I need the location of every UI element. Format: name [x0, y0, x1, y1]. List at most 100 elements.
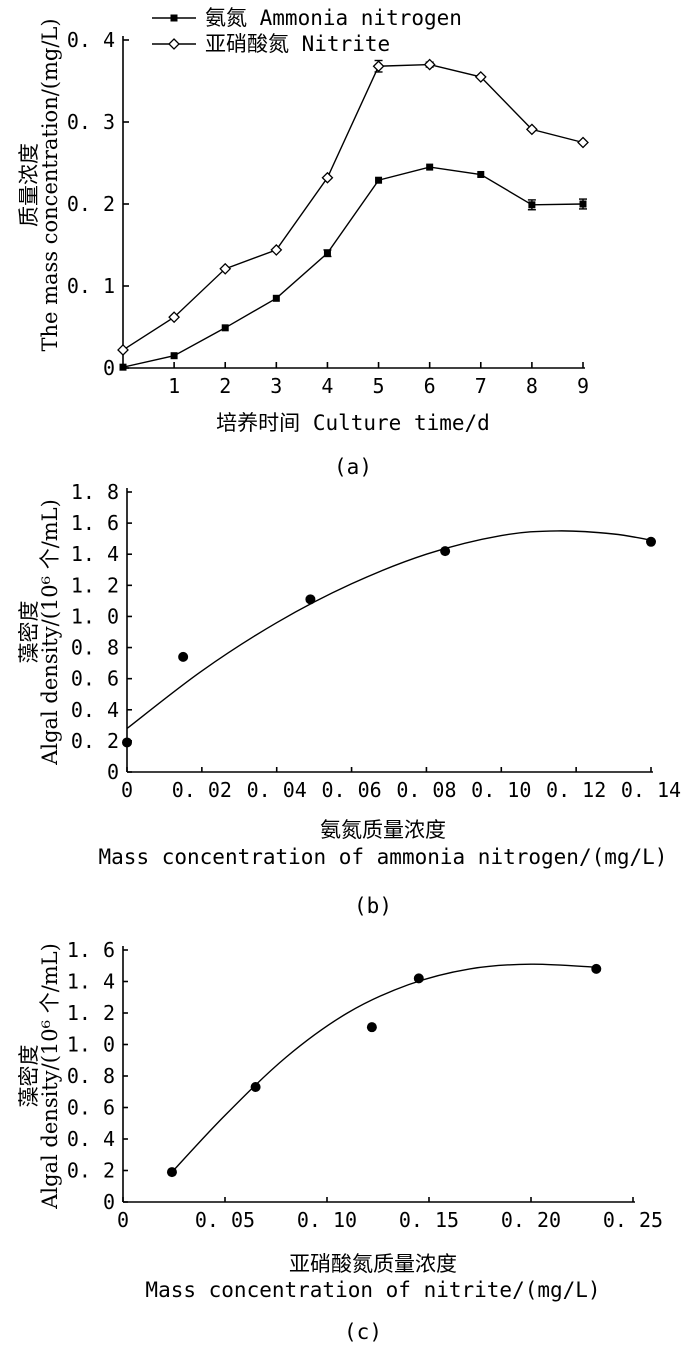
- x-tick-label: 0. 02: [172, 778, 232, 802]
- x-tick-label: 0. 05: [195, 1208, 255, 1232]
- y-tick-label: 1. 4: [71, 542, 119, 566]
- x-tick-label: 2: [219, 374, 231, 398]
- data-point-nitrite: [219, 262, 232, 275]
- data-point: [178, 651, 189, 662]
- data-point: [413, 973, 424, 984]
- y-tick-label: 0. 4: [67, 28, 115, 52]
- chart-2: 0 0. 2 0. 4 0. 6 0. 8 1. 0 1. 2 1. 4 1. 6 0 0. 05 0…: [17, 938, 663, 1344]
- data-point-ammonia: [272, 294, 280, 302]
- y-tick-label: 1. 0: [67, 1033, 115, 1057]
- y-tick-label: 0. 3: [67, 110, 115, 134]
- x-tick-label: 9: [577, 374, 589, 398]
- data-point-nitrite: [270, 244, 283, 256]
- legend-label: 氨氮 Ammonia nitrogen: [205, 6, 462, 30]
- data-point-nitrite: [372, 60, 385, 73]
- figure-caption: (b): [354, 894, 392, 918]
- data-point-ammonia: [477, 170, 485, 178]
- x-tick-label: 0. 06: [321, 778, 381, 802]
- y-tick-label: 0: [103, 356, 115, 380]
- data-point-nitrite: [168, 311, 181, 324]
- y-axis-label-en: Algal density/(10⁶ 个/mL): [38, 943, 62, 1210]
- x-axis-label-cn: 亚硝酸氮质量浓度: [289, 1252, 457, 1276]
- chart-1: 0 0. 2 0. 4 0. 6 0. 8 1. 0 1. 2 1. 4 1. 6 1. 8 0 0.…: [17, 480, 681, 918]
- x-tick-label: 0. 10: [297, 1208, 357, 1232]
- y-tick-label: 1. 2: [71, 573, 119, 597]
- y-tick-label: 0. 2: [71, 729, 119, 753]
- data-point-nitrite: [525, 123, 538, 136]
- y-tick-label: 1. 8: [71, 480, 119, 504]
- x-axis-label-en: Mass concentration of nitrite/(mg/L): [145, 1278, 600, 1302]
- x-tick-label: 0. 12: [546, 778, 606, 802]
- legend-label: 亚硝酸氮 Nitrite: [205, 32, 390, 56]
- data-point-ammonia: [528, 201, 536, 209]
- legend-marker-diamond: [168, 38, 180, 50]
- y-tick-label: 0: [103, 1190, 115, 1214]
- y-tick-label: 1. 6: [67, 938, 115, 962]
- data-point: [166, 1167, 177, 1178]
- data-point-ammonia: [426, 163, 434, 171]
- data-point: [250, 1082, 261, 1093]
- data-point-ammonia: [221, 324, 229, 332]
- y-tick-label: 1. 4: [67, 970, 115, 994]
- y-tick-label: 0. 6: [71, 667, 119, 691]
- series-line-nitrite: [122, 63, 584, 351]
- chart-0: 0 0. 1 0. 2 0. 3 0. 4 1 2 3 4 5 6 7 8 9 氨氮 Ammonia nit…: [17, 6, 589, 479]
- y-axis-label-cn: 藻密度: [17, 601, 41, 664]
- data-point-nitrite: [117, 344, 129, 356]
- y-tick-label: 0. 2: [67, 192, 115, 216]
- x-tick-label: 5: [373, 374, 385, 398]
- figure-caption: (c): [344, 1320, 382, 1344]
- data-point-ammonia: [119, 363, 127, 371]
- fit-curve: [171, 963, 597, 1173]
- y-tick-label: 0: [107, 760, 119, 784]
- x-tick-label: 8: [526, 374, 538, 398]
- x-tick-label: 0. 15: [399, 1208, 459, 1232]
- data-point: [646, 536, 656, 547]
- y-tick-label: 0. 4: [67, 1127, 115, 1151]
- data-point: [305, 594, 316, 605]
- y-tick-label: 0. 6: [67, 1096, 115, 1120]
- data-point-nitrite: [577, 136, 589, 149]
- x-tick-label: 6: [424, 374, 436, 398]
- x-tick-label: 0. 20: [501, 1208, 561, 1232]
- fit-curve: [126, 530, 652, 730]
- x-tick-label: 0: [121, 778, 133, 802]
- y-tick-label: 1. 6: [71, 511, 119, 535]
- y-tick-label: 1. 2: [67, 1001, 115, 1025]
- y-axis-label-cn: 藻密度: [17, 1045, 41, 1108]
- y-tick-label: 1. 0: [71, 604, 119, 628]
- y-tick-label: 0. 8: [67, 1064, 115, 1088]
- y-tick-label: 0. 8: [71, 636, 119, 660]
- x-tick-label: 0. 14: [621, 778, 681, 802]
- x-tick-label: 1: [168, 374, 180, 398]
- x-tick-label: 0: [117, 1208, 129, 1232]
- y-tick-label: 0. 1: [67, 274, 115, 298]
- data-point: [440, 546, 451, 557]
- legend-marker-square: [170, 14, 178, 22]
- data-point-nitrite: [321, 171, 334, 184]
- x-axis-label: 培养时间 Culture time/d: [216, 411, 490, 435]
- data-point-ammonia: [375, 176, 383, 184]
- x-tick-label: 0. 25: [603, 1208, 663, 1232]
- y-axis-label-cn: 质量浓度: [17, 143, 41, 227]
- y-axis-label-en: Algal density/(10⁶ 个/mL): [38, 499, 62, 766]
- data-point-ammonia: [323, 249, 331, 257]
- data-point: [122, 737, 132, 748]
- y-axis-label-en: The mass concentration/(mg/L): [38, 18, 62, 351]
- x-tick-label: 3: [270, 374, 282, 398]
- y-tick-label: 0. 4: [71, 698, 119, 722]
- x-axis-label-en: Mass concentration of ammonia nitrogen/(…: [99, 845, 668, 869]
- x-tick-label: 0. 04: [247, 778, 307, 802]
- x-tick-label: 7: [475, 374, 487, 398]
- data-point-ammonia: [170, 352, 178, 360]
- figure-caption: (a): [334, 455, 372, 479]
- series-line-ammonia: [122, 166, 584, 368]
- data-point: [366, 1022, 377, 1033]
- x-tick-label: 4: [321, 374, 333, 398]
- x-axis-label-cn: 氨氮质量浓度: [320, 818, 446, 842]
- x-tick-label: 0. 10: [471, 778, 531, 802]
- data-point: [591, 963, 602, 974]
- y-tick-label: 0. 2: [67, 1159, 115, 1183]
